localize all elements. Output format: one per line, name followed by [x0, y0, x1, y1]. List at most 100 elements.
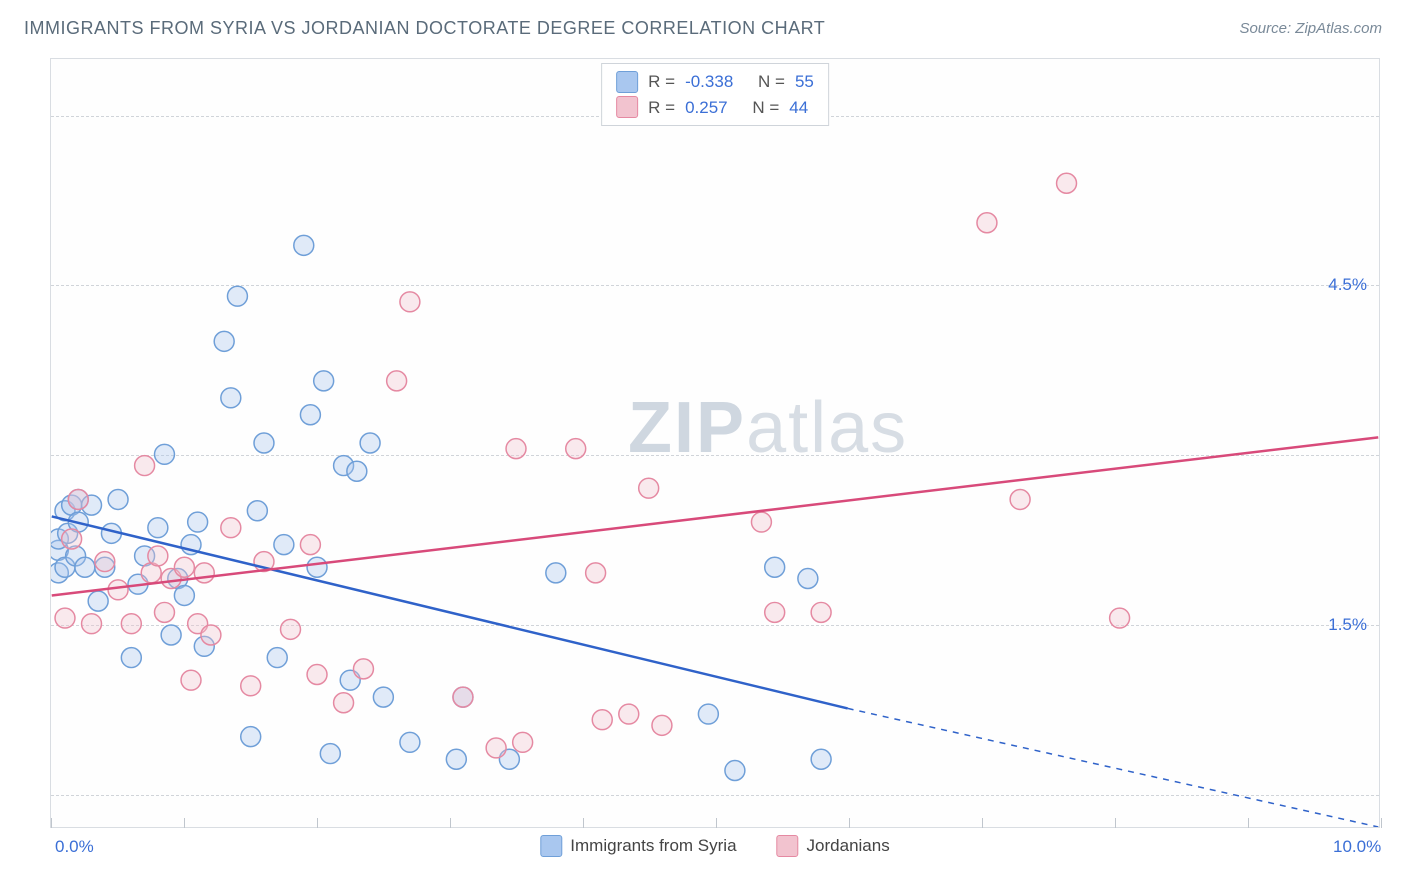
scatter-point — [221, 388, 241, 408]
legend-r-label2: R = — [648, 95, 675, 121]
legend-top-row-1: R = -0.338 N = 55 — [616, 69, 814, 95]
scatter-point — [373, 687, 393, 707]
scatter-point — [652, 715, 672, 735]
scatter-point — [765, 557, 785, 577]
trend-line-dashed — [848, 708, 1379, 827]
scatter-point — [1010, 489, 1030, 509]
scatter-point — [360, 433, 380, 453]
scatter-point — [400, 732, 420, 752]
scatter-point — [241, 676, 261, 696]
scatter-point — [174, 585, 194, 605]
scatter-point — [387, 371, 407, 391]
scatter-point — [798, 569, 818, 589]
scatter-point — [486, 738, 506, 758]
scatter-point — [241, 727, 261, 747]
scatter-point — [121, 614, 141, 634]
legend-bottom-label-2: Jordanians — [807, 836, 890, 856]
scatter-point — [334, 693, 354, 713]
legend-swatch-series1 — [616, 71, 638, 93]
x-tick-label: 0.0% — [55, 837, 94, 857]
plot-svg — [51, 59, 1379, 827]
scatter-point — [546, 563, 566, 583]
scatter-point — [977, 213, 997, 233]
scatter-point — [353, 659, 373, 679]
chart-area: ZIPatlas 1.5%4.5% 0.0%10.0% R = -0.338 N… — [50, 58, 1380, 828]
scatter-point — [566, 439, 586, 459]
scatter-point — [155, 602, 175, 622]
title-bar: IMMIGRANTS FROM SYRIA VS JORDANIAN DOCTO… — [24, 18, 1382, 39]
legend-r-val-2: 0.257 — [685, 95, 728, 121]
scatter-point — [221, 518, 241, 538]
scatter-point — [453, 687, 473, 707]
scatter-point — [267, 648, 287, 668]
scatter-point — [400, 292, 420, 312]
scatter-point — [95, 552, 115, 572]
scatter-point — [148, 546, 168, 566]
scatter-point — [62, 529, 82, 549]
legend-n-label: N = — [758, 69, 785, 95]
scatter-point — [88, 591, 108, 611]
legend-n-val-1: 55 — [795, 69, 814, 95]
scatter-point — [811, 602, 831, 622]
chart-title: IMMIGRANTS FROM SYRIA VS JORDANIAN DOCTO… — [24, 18, 825, 39]
scatter-point — [506, 439, 526, 459]
scatter-point — [274, 535, 294, 555]
scatter-point — [446, 749, 466, 769]
legend-r-label: R = — [648, 69, 675, 95]
scatter-point — [1110, 608, 1130, 628]
scatter-point — [300, 535, 320, 555]
scatter-point — [586, 563, 606, 583]
scatter-point — [161, 625, 181, 645]
x-tick — [1381, 818, 1382, 828]
scatter-point — [201, 625, 221, 645]
scatter-point — [75, 557, 95, 577]
scatter-point — [82, 614, 102, 634]
legend-bottom-label-1: Immigrants from Syria — [570, 836, 736, 856]
scatter-point — [320, 744, 340, 764]
scatter-point — [55, 608, 75, 628]
scatter-point — [148, 518, 168, 538]
scatter-point — [227, 286, 247, 306]
legend-swatch-series2 — [616, 96, 638, 118]
legend-bottom-item-2: Jordanians — [777, 835, 890, 857]
scatter-point — [214, 331, 234, 351]
scatter-point — [639, 478, 659, 498]
x-tick-label: 10.0% — [1333, 837, 1381, 857]
scatter-point — [314, 371, 334, 391]
legend-r-val-1: -0.338 — [685, 69, 733, 95]
scatter-point — [135, 456, 155, 476]
legend-bottom: Immigrants from Syria Jordanians — [540, 835, 889, 857]
legend-top-row-2: R = 0.257 N = 44 — [616, 95, 814, 121]
scatter-point — [592, 710, 612, 730]
scatter-point — [751, 512, 771, 532]
scatter-point — [155, 444, 175, 464]
scatter-point — [68, 489, 88, 509]
scatter-point — [811, 749, 831, 769]
scatter-point — [188, 512, 208, 532]
scatter-point — [619, 704, 639, 724]
scatter-point — [108, 489, 128, 509]
scatter-point — [1057, 173, 1077, 193]
legend-bottom-swatch-2 — [777, 835, 799, 857]
scatter-point — [307, 665, 327, 685]
legend-bottom-swatch-1 — [540, 835, 562, 857]
scatter-point — [513, 732, 533, 752]
scatter-point — [300, 405, 320, 425]
scatter-point — [347, 461, 367, 481]
scatter-point — [194, 563, 214, 583]
scatter-point — [254, 433, 274, 453]
scatter-point — [121, 648, 141, 668]
legend-top: R = -0.338 N = 55 R = 0.257 N = 44 — [601, 63, 829, 126]
scatter-point — [765, 602, 785, 622]
legend-bottom-item-1: Immigrants from Syria — [540, 835, 736, 857]
source-label: Source: ZipAtlas.com — [1239, 20, 1382, 37]
scatter-point — [181, 670, 201, 690]
scatter-point — [281, 619, 301, 639]
scatter-point — [307, 557, 327, 577]
scatter-point — [174, 557, 194, 577]
legend-n-label2: N = — [752, 95, 779, 121]
legend-n-val-2: 44 — [789, 95, 808, 121]
scatter-point — [294, 235, 314, 255]
scatter-point — [725, 761, 745, 781]
scatter-point — [247, 501, 267, 521]
